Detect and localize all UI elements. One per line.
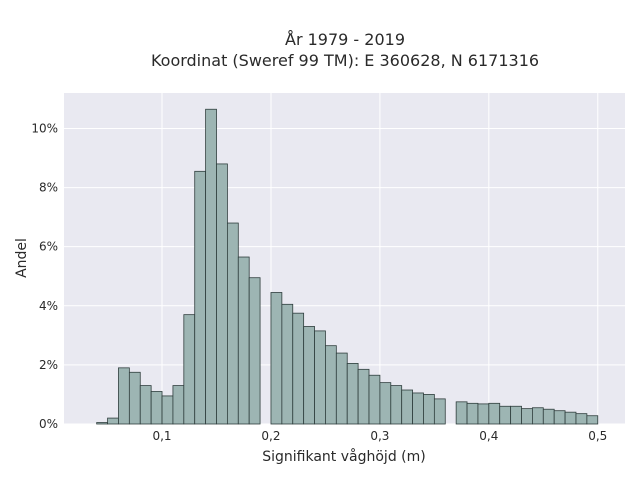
histogram-bar [542,408,555,425]
histogram-bar [390,385,403,425]
chart-title-line-1: År 1979 - 2019 [285,30,405,49]
histogram-bar [401,389,413,425]
x-tick-labels: 0,1 0,2 0,3 0,4 0,5 [152,429,607,443]
histogram-bar [575,413,588,425]
histogram-bar [466,402,479,425]
y-tick-label: 8% [39,181,58,195]
x-tick-label: 0,5 [588,429,607,443]
histogram-bar [553,410,566,425]
histogram-bar [226,222,239,425]
histogram-bar [499,405,512,425]
histogram-bar [118,367,130,425]
histogram-bar [423,394,435,425]
y-tick-labels: 0% 2% 4% 6% 8% 10% [31,121,58,431]
histogram-bar [357,368,370,425]
chart-title-line-2: Koordinat (Sweref 99 TM): E 360628, N 61… [151,51,539,70]
histogram-bar [303,326,315,425]
histogram-bar [128,371,141,425]
histogram-bar [532,407,544,425]
histogram-bar [510,405,522,425]
histogram-bar [346,363,359,425]
x-tick-label: 0,3 [370,429,389,443]
y-tick-label: 0% [39,417,58,431]
histogram-bar [270,292,283,425]
y-tick-label: 10% [31,121,58,135]
x-tick-label: 0,1 [152,429,171,443]
histogram-bar [150,391,163,425]
histogram-bar [488,402,501,425]
x-axis-label: Signifikant våghöjd (m) [262,448,425,465]
y-tick-label: 2% [39,358,58,372]
x-tick-label: 0,4 [479,429,498,443]
y-axis-label: Andel [14,238,30,278]
grid-lines [64,93,625,425]
histogram-bar [205,108,217,425]
histogram-bar [433,398,446,425]
histogram-bar [586,415,599,425]
histogram-bar [96,422,108,425]
histogram-bar [455,401,468,425]
histogram-bar [521,408,533,425]
histogram-bars [96,108,599,425]
y-tick-label: 4% [39,299,58,313]
histogram-bar [412,392,424,425]
histogram-bar [139,385,152,425]
histogram-bar [314,330,326,425]
histogram-bar [477,403,490,425]
histogram-bar [161,395,174,425]
histogram-bar [564,411,577,425]
histogram-bar [292,312,305,425]
histogram-bar [216,163,228,425]
histogram-bar [107,417,119,425]
histogram-bar [237,256,250,425]
x-tick-label: 0,2 [261,429,280,443]
histogram-bar [325,345,337,425]
histogram-bar [379,382,392,425]
histogram-bar [368,374,381,425]
histogram-bar [335,352,348,425]
histogram-bar [281,303,294,425]
histogram-bar [183,314,196,425]
histogram-bar [248,277,261,425]
histogram-bar [172,385,185,425]
histogram-bar [194,170,207,425]
y-tick-label: 6% [39,240,58,254]
